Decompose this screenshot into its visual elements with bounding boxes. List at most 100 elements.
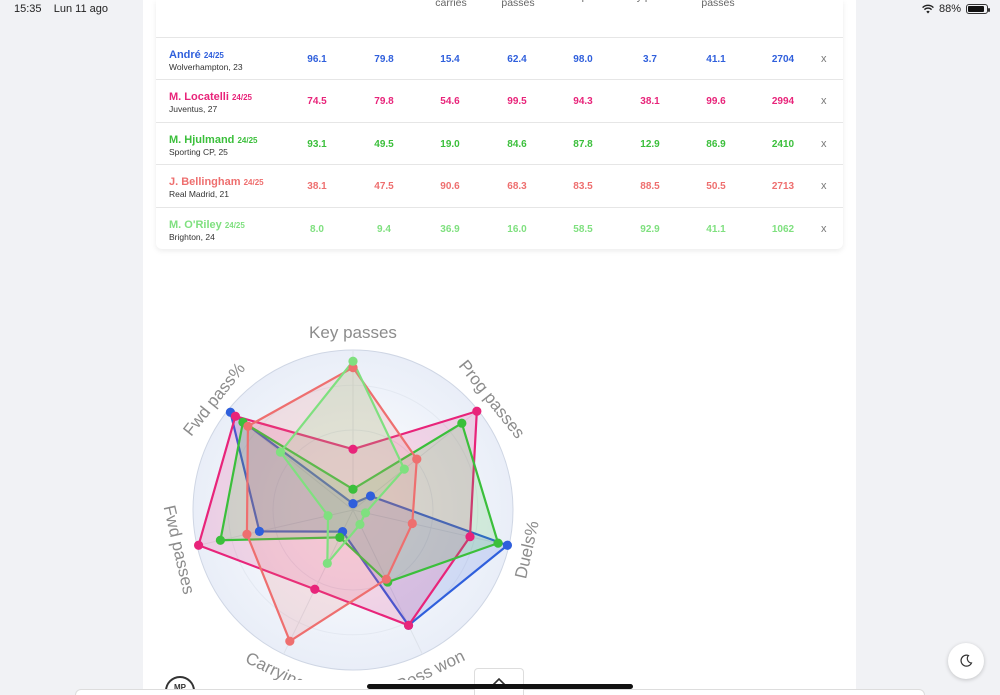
table-header: Percentiles Duel%Poss won carries passes Fwd… [156, 0, 843, 38]
stat-value: 8.0 [310, 223, 324, 235]
site-logo-icon[interactable]: MP [165, 676, 195, 695]
radar-data-point [275, 447, 286, 457]
radar-data-point [230, 411, 241, 421]
table-row: M. Hjulmand 24/25 Sporting CP, 25 93.1 49.5… [156, 123, 843, 166]
stat-value: 47.5 [374, 181, 394, 193]
player-club: Juventus, 27 [169, 104, 218, 115]
stat-value: 3.7 [643, 54, 657, 65]
radar-data-point [472, 406, 482, 416]
radar-data-point [348, 363, 358, 373]
radar-series-area [197, 410, 478, 627]
radar-data-point [465, 532, 475, 542]
radar-series-area [229, 411, 509, 627]
radar-series-area [219, 421, 500, 584]
player-club: Brighton, 24 [169, 231, 215, 242]
stat-value: 50.5 [706, 181, 726, 193]
date-text: Lun 11 ago [53, 3, 109, 15]
player-name[interactable]: M. O'Riley 24/25 [169, 219, 245, 231]
column-header[interactable]: Minutes [744, 0, 824, 3]
column-header[interactable]: Key passes [611, 0, 691, 3]
stat-value: 94.3 [573, 96, 593, 108]
remove-player-button[interactable]: x [821, 137, 827, 150]
stat-value: 54.6 [440, 96, 460, 108]
battery-icon [966, 4, 990, 14]
stat-value: 98.0 [573, 54, 593, 65]
stat-value: 41.1 [706, 54, 726, 65]
player-name[interactable]: M. Locatelli 24/25 [169, 91, 252, 103]
stat-value: 58.5 [573, 223, 593, 235]
player-season: 24/25 [237, 135, 258, 145]
stat-value: 93.1 [307, 138, 327, 150]
table-row: M. O'Riley 24/25 Brighton, 24 8.0 9.4 36.9 16… [156, 208, 843, 249]
home-indicator[interactable] [367, 684, 633, 689]
column-header[interactable]: passes [701, 0, 735, 9]
table-body: André 24/25 Wolverhampton, 23 96.1 79.8 15.4… [156, 38, 843, 249]
stat-value: 84.6 [507, 138, 527, 150]
column-header[interactable]: Percentiles [169, 0, 269, 3]
stat-value: 86.9 [706, 138, 726, 150]
column-header[interactable]: passes [501, 0, 535, 9]
stat-value: 41.1 [706, 223, 726, 235]
stat-value: 92.9 [640, 223, 660, 235]
radar-data-point [335, 532, 345, 542]
stat-value: 79.8 [374, 96, 394, 108]
stat-value: 19.0 [440, 138, 460, 150]
remove-player-button[interactable]: x [821, 53, 827, 65]
stat-value: 62.4 [507, 54, 527, 65]
stat-value: 99.6 [706, 96, 726, 108]
wifi-icon [922, 4, 934, 14]
radar-axis-label: Key passes [309, 323, 397, 342]
stat-value: 9.4 [377, 223, 391, 235]
player-season: 24/25 [231, 93, 252, 103]
stat-value: 36.9 [440, 223, 460, 235]
stat-value: 74.5 [307, 96, 327, 108]
radar-data-point [348, 484, 358, 494]
radar-spoke [352, 509, 510, 547]
radar-data-point [323, 511, 333, 521]
radar-data-point [348, 499, 358, 509]
player-name[interactable]: M. Hjulmand 24/25 [169, 134, 257, 146]
radar-series-area [279, 360, 406, 565]
player-name-text: M. Hjulmand [169, 133, 235, 146]
player-season: 24/25 [243, 178, 264, 188]
player-name[interactable]: J. Bellingham 24/25 [169, 176, 264, 188]
player-season: 24/25 [203, 51, 224, 60]
radar-data-point [243, 421, 253, 431]
radar-data-point [399, 464, 409, 474]
battery-fill [968, 6, 984, 12]
player-name-text: J. Bellingham [169, 176, 241, 189]
expand-sheet-button[interactable] [474, 668, 524, 695]
radar-data-point [381, 574, 391, 584]
remove-player-button[interactable]: x [821, 95, 827, 108]
status-right: 88% [922, 3, 990, 15]
radar-data-point [348, 444, 358, 454]
stat-value: 1062 [771, 223, 795, 235]
column-header[interactable]: Poss won [344, 0, 424, 3]
stat-value: 15.4 [440, 54, 460, 65]
stat-value: 2713 [771, 181, 795, 193]
stat-value: 88.5 [640, 181, 660, 193]
comparison-table: Percentiles Duel%Poss won carries passes Fwd… [156, 0, 843, 249]
remove-player-button[interactable]: x [821, 222, 827, 235]
radar-data-point [457, 418, 467, 428]
player-name-text: M. Locatelli [169, 91, 229, 104]
stat-value: 2704 [771, 54, 795, 65]
radar-data-point [502, 540, 513, 550]
table-row: M. Locatelli 24/25 Juventus, 27 74.5 79.8 54… [156, 80, 843, 123]
player-name[interactable]: André 24/25 [169, 49, 224, 61]
stat-value: 16.0 [507, 223, 527, 235]
remove-player-button[interactable]: x [821, 180, 827, 193]
logo-text: MP [174, 683, 186, 692]
player-season: 24/25 [224, 220, 245, 230]
stat-value: 68.3 [507, 181, 527, 193]
column-header[interactable]: Fwd pass% [546, 0, 626, 3]
table-row: André 24/25 Wolverhampton, 23 96.1 79.8 15.4… [156, 38, 843, 81]
player-name-text: M. O'Riley [169, 218, 222, 231]
player-club: Wolverhampton, 23 [169, 62, 243, 72]
column-header[interactable]: Duel% [284, 0, 364, 3]
radar-data-point [193, 540, 204, 550]
radar-data-point [360, 508, 371, 518]
column-header[interactable]: carries [435, 0, 467, 9]
dark-mode-toggle[interactable] [948, 643, 984, 679]
